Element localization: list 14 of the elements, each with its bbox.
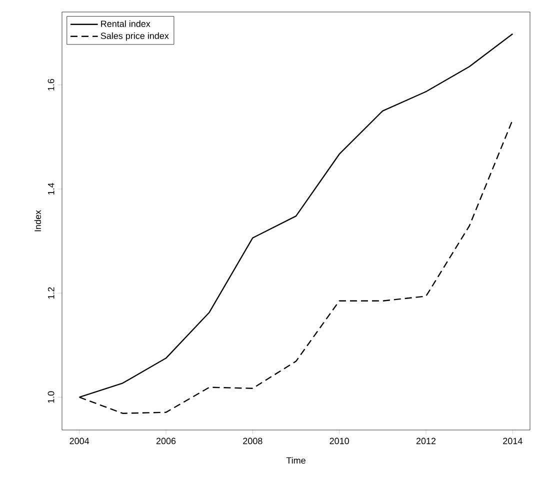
legend-label: Rental index — [101, 20, 150, 27]
x-axis-title: Time — [286, 457, 306, 464]
y-tick-label: 1.6 — [48, 79, 54, 90]
x-tick-label: 2006 — [156, 438, 176, 444]
y-axis-title: Index — [34, 210, 41, 232]
legend-label: Sales price index — [100, 32, 169, 41]
x-tick-label: 2014 — [503, 438, 522, 444]
x-tick-label: 2012 — [416, 438, 436, 444]
y-tick-label: 1.2 — [48, 287, 54, 299]
x-tick-label: 2010 — [330, 438, 349, 444]
y-tick-label: 1.0 — [48, 391, 54, 403]
x-tick-label: 2008 — [243, 438, 262, 444]
y-tick-label: 1.4 — [48, 182, 54, 195]
x-tick-label: 2004 — [70, 438, 90, 444]
